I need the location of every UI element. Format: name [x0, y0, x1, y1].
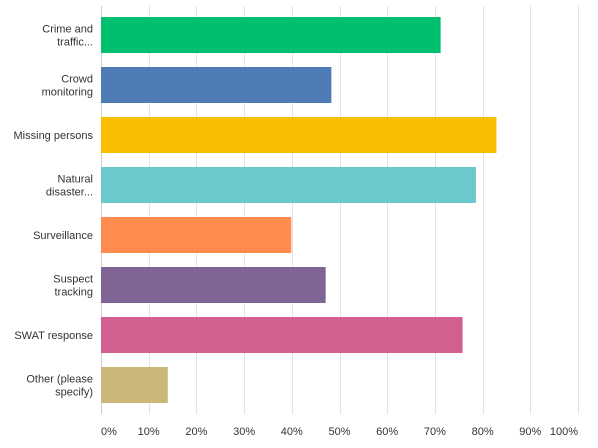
x-tick-label: 20%	[185, 426, 207, 438]
bar	[101, 117, 497, 153]
bar	[101, 17, 441, 53]
bar	[101, 167, 476, 203]
category-label: Crime and traffic...	[42, 24, 93, 49]
bar	[101, 367, 168, 403]
x-tick-label: 100%	[550, 426, 578, 438]
bar-layer	[101, 17, 497, 403]
bar	[101, 217, 292, 253]
x-tick-label: 0%	[101, 426, 117, 438]
x-tick-label: 90%	[519, 426, 541, 438]
bar	[101, 67, 332, 103]
x-tick-label: 80%	[472, 426, 494, 438]
x-tick-label: 40%	[281, 426, 303, 438]
x-tick-label: 70%	[424, 426, 446, 438]
category-label: Other (please specify)	[26, 374, 93, 399]
category-label: SWAT response	[14, 330, 93, 342]
category-label: Suspect tracking	[53, 274, 93, 299]
x-tick-label: 50%	[328, 426, 350, 438]
category-label: Crowd monitoring	[42, 74, 93, 99]
x-tick-label: 60%	[376, 426, 398, 438]
category-labels: Crime and traffic... Crowd monitoring Missin…	[14, 24, 94, 399]
x-tick-label: 30%	[233, 426, 255, 438]
x-tick-label: 10%	[138, 426, 160, 438]
category-label: Missing persons	[14, 130, 94, 142]
bar	[101, 267, 326, 303]
x-tick-labels: 0% 10% 20% 30% 40% 50% 60% 70% 80% 90% 100%	[101, 426, 578, 438]
category-label: Natural disaster...	[46, 174, 93, 199]
bar	[101, 317, 463, 353]
category-label: Surveillance	[33, 230, 93, 242]
